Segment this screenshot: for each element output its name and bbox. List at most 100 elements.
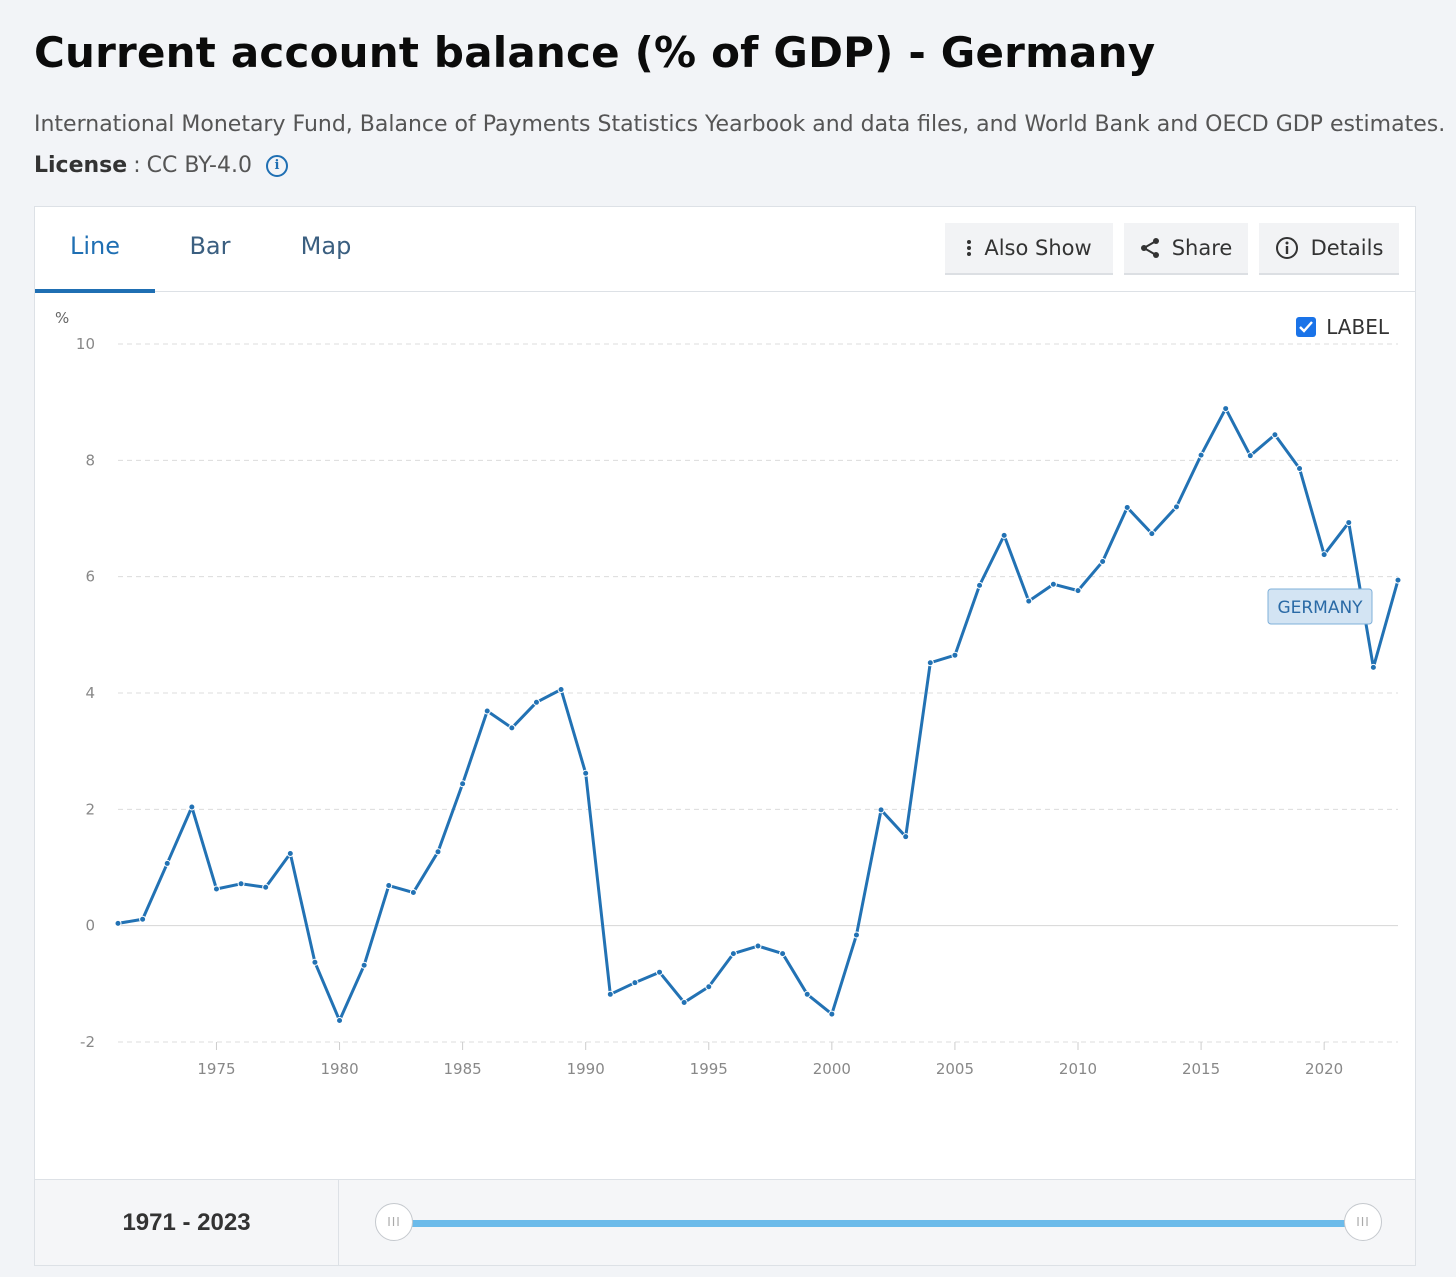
data-point bbox=[286, 850, 294, 858]
data-point bbox=[877, 806, 885, 814]
license-separator: : bbox=[133, 153, 141, 178]
x-tick-label: 1995 bbox=[690, 1060, 728, 1078]
info-icon[interactable]: i bbox=[265, 154, 288, 177]
series-label-box bbox=[1267, 588, 1373, 625]
label-toggle[interactable]: LABEL bbox=[1296, 315, 1389, 339]
data-point bbox=[729, 950, 737, 958]
tab-line[interactable]: Line bbox=[35, 207, 155, 293]
data-point bbox=[828, 1010, 836, 1018]
data-point bbox=[114, 919, 122, 927]
x-tick-label: 2020 bbox=[1305, 1060, 1343, 1078]
data-point bbox=[1123, 503, 1131, 511]
data-point bbox=[631, 979, 639, 987]
data-point bbox=[459, 780, 467, 788]
label-checkbox[interactable] bbox=[1296, 317, 1317, 337]
data-point bbox=[1246, 452, 1254, 460]
y-tick-label: 4 bbox=[85, 684, 95, 702]
x-tick-label: 2015 bbox=[1182, 1060, 1220, 1078]
details-button[interactable]: Details bbox=[1259, 223, 1399, 275]
data-point bbox=[409, 889, 417, 897]
y-tick-label: 10 bbox=[76, 335, 95, 353]
label-toggle-text: LABEL bbox=[1326, 315, 1389, 339]
range-handle-end[interactable]: III bbox=[1344, 1203, 1382, 1241]
data-point bbox=[606, 990, 614, 998]
data-point bbox=[656, 968, 664, 976]
details-label: Details bbox=[1310, 236, 1384, 260]
chart-panel: Line Bar Map Also Show Share Details LAB… bbox=[34, 206, 1416, 1180]
check-icon bbox=[1299, 321, 1314, 333]
share-button[interactable]: Share bbox=[1124, 223, 1248, 275]
source-note: International Monetary Fund, Balance of … bbox=[34, 112, 1446, 137]
x-tick-label: 1980 bbox=[320, 1060, 358, 1078]
data-point bbox=[852, 931, 860, 939]
data-point bbox=[163, 859, 171, 867]
data-point bbox=[1345, 519, 1353, 527]
data-point bbox=[1000, 531, 1008, 539]
data-point bbox=[139, 915, 147, 923]
share-icon bbox=[1140, 237, 1160, 259]
data-point bbox=[1296, 464, 1304, 472]
data-point bbox=[1222, 405, 1230, 413]
range-handle-start[interactable]: III bbox=[375, 1203, 413, 1241]
data-point bbox=[754, 942, 762, 950]
y-tick-label: -2 bbox=[80, 1033, 95, 1051]
data-point bbox=[680, 998, 688, 1006]
data-point bbox=[557, 686, 565, 694]
y-tick-label: 0 bbox=[85, 917, 95, 935]
data-point bbox=[434, 848, 442, 856]
data-point bbox=[803, 990, 811, 998]
tab-bar-chart[interactable]: Bar bbox=[189, 232, 231, 260]
x-tick-label: 1975 bbox=[197, 1060, 235, 1078]
range-footer: 1971 - 2023 III III bbox=[34, 1180, 1416, 1266]
data-point bbox=[926, 659, 934, 667]
x-tick-label: 1990 bbox=[567, 1060, 605, 1078]
data-point bbox=[976, 581, 984, 589]
data-point bbox=[483, 707, 491, 715]
share-label: Share bbox=[1171, 236, 1233, 260]
data-point bbox=[1172, 503, 1180, 511]
license-value: CC BY-4.0 bbox=[146, 153, 252, 178]
data-point bbox=[1074, 587, 1082, 595]
y-tick-label: 2 bbox=[85, 800, 95, 818]
more-vertical-icon bbox=[966, 239, 972, 257]
tab-bar: Line Bar Map Also Show Share Details bbox=[35, 207, 1415, 293]
x-tick-label: 2010 bbox=[1059, 1060, 1097, 1078]
data-point bbox=[188, 803, 196, 811]
x-tick-label: 2000 bbox=[813, 1060, 851, 1078]
data-point bbox=[385, 882, 393, 890]
series-label-germany: GERMANY bbox=[1267, 588, 1373, 625]
data-point bbox=[360, 961, 368, 969]
license-label: License bbox=[34, 153, 128, 178]
data-point bbox=[779, 950, 787, 958]
x-tick-label: 1985 bbox=[444, 1060, 482, 1078]
tab-map[interactable]: Map bbox=[300, 232, 352, 260]
license-line: License : CC BY-4.0 i bbox=[34, 153, 288, 178]
y-tick-label: 8 bbox=[85, 451, 95, 469]
page-title: Current account balance (% of GDP) - Ger… bbox=[34, 28, 1156, 77]
data-point bbox=[1025, 597, 1033, 605]
data-point bbox=[1049, 580, 1057, 588]
info-circle-icon bbox=[1275, 236, 1299, 260]
also-show-button[interactable]: Also Show bbox=[945, 223, 1113, 275]
data-point bbox=[262, 883, 270, 891]
data-point bbox=[237, 880, 245, 888]
data-point bbox=[1197, 451, 1205, 459]
data-point bbox=[532, 698, 540, 706]
y-tick-label: 6 bbox=[85, 568, 95, 586]
also-show-label: Also Show bbox=[984, 236, 1092, 260]
data-point bbox=[508, 724, 516, 732]
data-point bbox=[1099, 558, 1107, 566]
series-label-text: GERMANY bbox=[1277, 598, 1363, 618]
y-axis-unit-label: % bbox=[55, 309, 69, 327]
data-point bbox=[582, 769, 590, 777]
data-point bbox=[902, 833, 910, 841]
range-slider-track[interactable] bbox=[395, 1220, 1363, 1227]
data-point bbox=[311, 958, 319, 966]
data-point bbox=[705, 983, 713, 991]
data-point bbox=[1320, 551, 1328, 559]
range-label: 1971 - 2023 bbox=[35, 1180, 339, 1266]
line-chart: % -2 0 2 4 6 8 10 1975 1980 1985 1990 1995 2000 2005 20… bbox=[55, 309, 1402, 1078]
data-point bbox=[1394, 576, 1402, 584]
data-point bbox=[951, 651, 959, 659]
x-tick-label: 2005 bbox=[936, 1060, 974, 1078]
